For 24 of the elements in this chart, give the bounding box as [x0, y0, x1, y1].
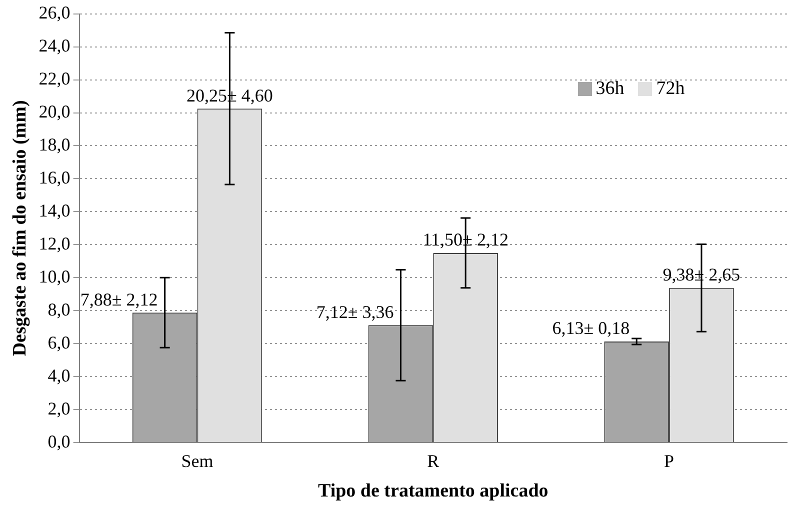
data-label: 6,13± 0,18 — [552, 318, 630, 338]
y-tick-label: 0,0 — [48, 431, 70, 452]
y-tick-label: 14,0 — [38, 200, 70, 220]
y-tick-label: 8,0 — [48, 299, 70, 320]
legend-label: 72h — [656, 78, 685, 100]
y-axis-title: Desgaste ao fim do ensaio (mm) — [9, 100, 30, 356]
y-tick-label: 10,0 — [38, 266, 70, 286]
y-tick-label: 16,0 — [38, 167, 70, 188]
data-label: 7,12± 3,36 — [316, 302, 394, 322]
y-tick-label: 4,0 — [48, 365, 70, 386]
y-tick-label: 2,0 — [48, 398, 70, 418]
y-tick-label: 26,0 — [38, 2, 70, 23]
legend-label: 36h — [596, 78, 624, 100]
y-tick-label: 24,0 — [38, 36, 70, 56]
x-tick-label: P — [664, 451, 674, 472]
x-axis-title: Tipo de tratamento aplicado — [318, 480, 548, 502]
y-tick-label: 20,0 — [38, 101, 70, 122]
y-tick-label: 22,0 — [38, 68, 70, 89]
data-label: 7,88± 2,12 — [80, 289, 158, 310]
x-tick-label: R — [427, 451, 440, 472]
y-tick-label: 6,0 — [48, 332, 70, 352]
x-tick-label: Sem — [181, 451, 214, 472]
y-tick-label: 12,0 — [38, 233, 70, 254]
y-tick-label: 18,0 — [38, 134, 70, 154]
